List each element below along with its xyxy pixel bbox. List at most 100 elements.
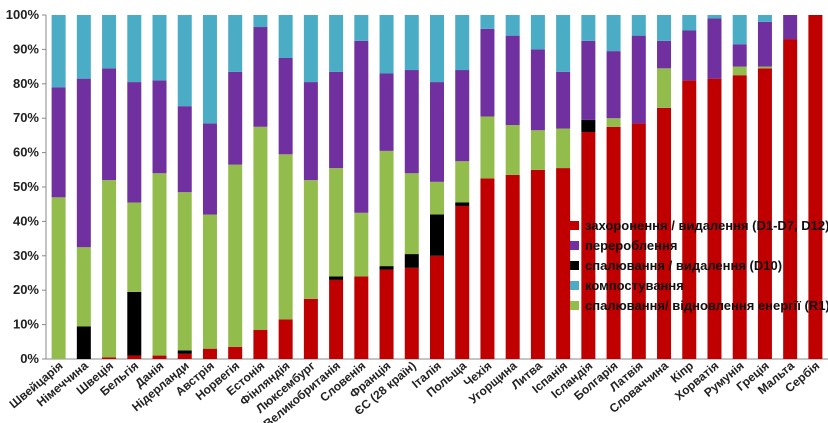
bar-stack [404,15,419,359]
bar-segment [379,150,394,267]
bar-segment [102,180,117,358]
bar-segment [152,15,167,81]
bar-segment [228,15,243,72]
bar-segment [76,78,91,248]
bar-segment [631,123,646,359]
legend-label: спалювання/ відновлення енергії (R1) [585,298,828,313]
y-tick-label: 80% [13,76,39,91]
bar-stack [202,15,217,359]
x-axis: ШвейцаріяНімеччинаШвеціяБельгіяДаніяНіде… [7,358,823,423]
bar-segment [404,70,419,174]
legend-swatch [570,281,579,290]
bar-segment [556,168,571,359]
bar-segment [202,123,217,215]
bar-stack [682,15,697,360]
bar-segment [606,51,621,119]
bar-segment [202,348,217,359]
bar-segment [505,174,520,359]
bar-segment [657,15,672,41]
bar-segment [430,82,444,182]
bar-segment [76,247,91,327]
bar-stack [732,15,747,359]
bar-segment [430,181,444,215]
bar-segment [480,15,495,29]
bar-segment [177,15,192,107]
bar-stack [455,15,470,359]
y-tick-label: 0% [20,351,39,366]
bar-stack [783,15,798,360]
bar-stack [76,15,91,359]
bar-segment [530,49,545,131]
bar-segment [404,267,419,359]
bar-stack [430,15,444,359]
bar-stack [707,15,722,359]
bar-segment [808,15,823,359]
bar-segment [606,126,621,359]
legend-item: спалювання / видалення (D10) [570,258,782,273]
bar-segment [253,329,268,359]
bar-segment [581,40,596,120]
bar-segment [202,214,217,349]
bar-segment [404,254,419,268]
bar-segment [278,154,293,320]
bar-segment [682,80,697,360]
legend: захоронення / видалення (D1-D7, D12) пере… [570,218,828,313]
bar-segment [757,66,772,69]
bar-segment [581,131,596,359]
bar-segment [657,107,672,359]
bar-segment [303,15,318,83]
y-tick-label: 70% [13,110,39,125]
y-tick-label: 90% [13,41,39,56]
bars [51,15,823,360]
bar-segment [278,319,293,359]
bar-stack [354,15,369,359]
legend-label: спалювання / видалення (D10) [585,258,782,273]
bar-segment [127,202,142,292]
bar-segment [379,269,394,359]
legend-swatch [570,301,579,310]
bar-segment [253,126,268,330]
bar-stack [278,15,293,359]
bar-segment [177,106,192,193]
legend-item: захоронення / видалення (D1-D7, D12) [570,218,828,233]
legend-label: перероблення [585,238,677,253]
bar-segment [480,178,495,359]
bar-segment [783,39,798,360]
y-tick-label: 10% [13,317,39,332]
bar-segment [329,276,344,280]
bar-segment [127,15,142,83]
bar-segment [354,212,369,277]
bar-stack [51,15,66,359]
bar-segment [682,15,697,31]
bar-segment [228,71,243,165]
bar-segment [329,168,344,277]
bar-segment [556,71,571,129]
bar-segment [455,205,470,359]
bar-segment [430,214,444,256]
bar-segment [177,353,192,359]
bar-segment [631,35,646,124]
bar-segment [732,44,747,67]
bar-segment [278,15,293,58]
bar-stack [177,15,192,359]
bar-segment [379,73,394,151]
bar-stack [329,15,344,359]
legend-swatch [570,221,579,230]
bar-segment [707,18,722,79]
legend-swatch [570,241,579,250]
bar-stack [581,15,596,359]
bar-segment [127,355,142,359]
bar-segment [757,15,772,22]
bar-segment [732,66,747,76]
bar-segment [505,125,520,175]
bar-segment [606,118,621,127]
legend-label: компостування [585,278,684,293]
legend-item: спалювання/ відновлення енергії (R1) [570,298,828,313]
bar-segment [177,350,192,354]
bar-segment [152,355,167,359]
bar-segment [202,15,217,124]
bar-stack [480,15,495,359]
bar-segment [228,346,243,359]
bar-segment [102,68,117,181]
